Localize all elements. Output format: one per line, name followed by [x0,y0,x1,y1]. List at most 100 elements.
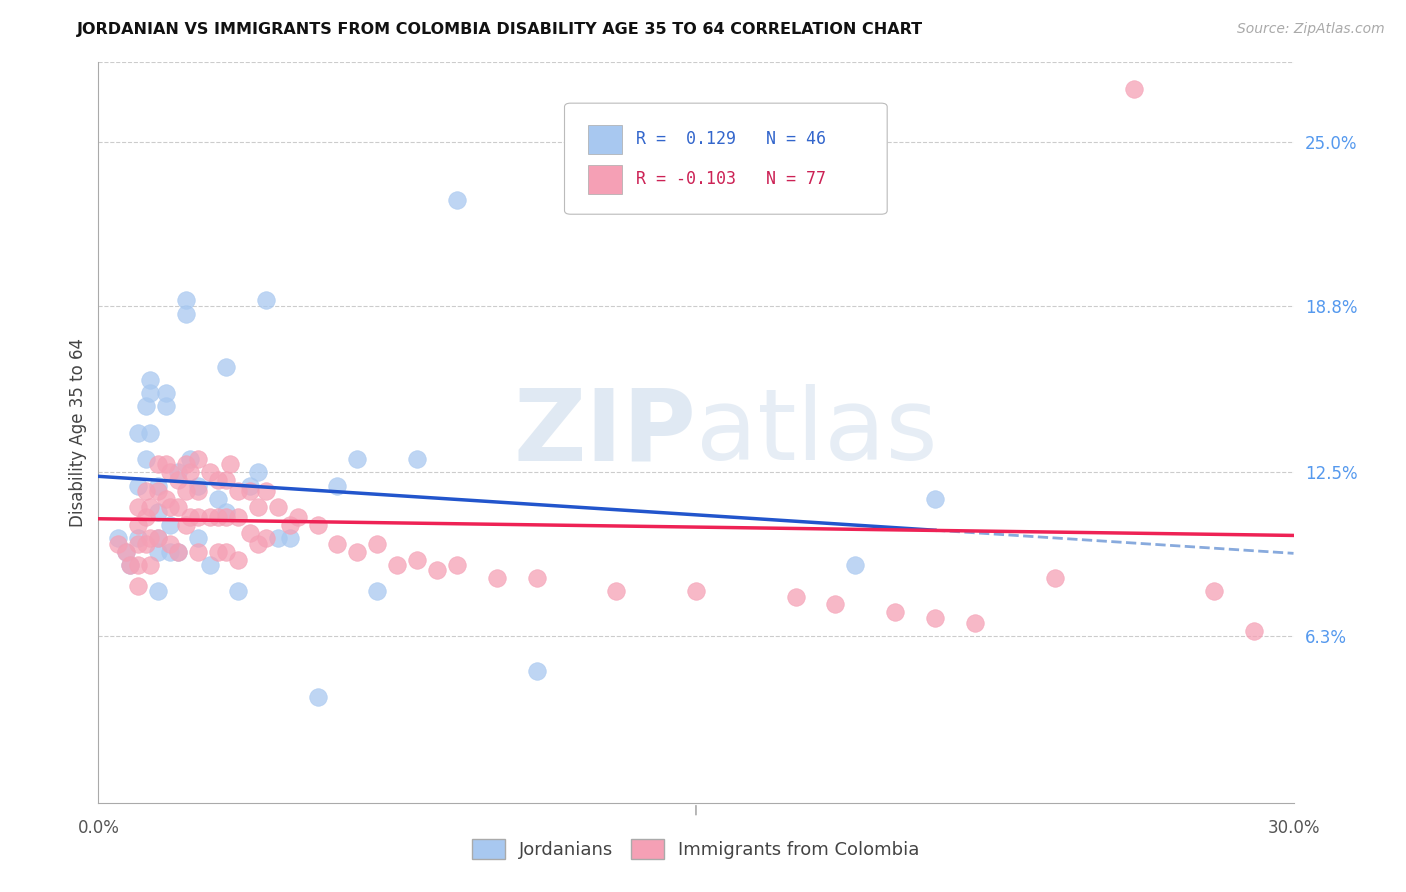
Point [198,510,221,524]
Point [155,458,177,472]
Point [135,399,157,413]
Point [254,532,277,546]
Point [159,544,181,558]
Point [246,536,269,550]
Point [187,544,209,558]
Point [127,558,149,572]
Point [127,500,149,514]
Point [219,458,242,472]
Legend: Jordanians, Immigrants from Colombia: Jordanians, Immigrants from Colombia [463,830,929,868]
Point [148,505,170,519]
Point [120,558,142,572]
Point [179,465,201,479]
Point [139,425,162,440]
Text: R =  0.129   N = 46: R = 0.129 N = 46 [637,130,827,148]
Point [167,500,190,514]
Text: JORDANIAN VS IMMIGRANTS FROM COLOMBIA DISABILITY AGE 35 TO 64 CORRELATION CHART: JORDANIAN VS IMMIGRANTS FROM COLOMBIA DI… [77,22,924,37]
Point [207,510,229,524]
Point [963,615,986,630]
Point [207,544,229,558]
Point [485,571,508,585]
Point [159,536,181,550]
Point [148,584,170,599]
Point [187,510,209,524]
Point [179,452,201,467]
Point [159,465,181,479]
Point [139,373,162,387]
Point [526,664,548,678]
Point [167,473,190,487]
Point [139,386,162,401]
Point [148,483,170,498]
Point [685,584,707,599]
Point [226,584,249,599]
Point [226,552,249,566]
Point [346,544,368,558]
Point [406,552,429,566]
Bar [589,125,621,154]
Point [426,563,449,577]
Point [724,161,747,176]
Text: ZIP: ZIP [513,384,696,481]
Point [187,483,209,498]
Text: R = -0.103   N = 77: R = -0.103 N = 77 [637,170,827,188]
Text: Source: ZipAtlas.com: Source: ZipAtlas.com [1237,22,1385,37]
Point [174,458,197,472]
Point [159,500,181,514]
Point [215,510,238,524]
Point [148,532,170,546]
Point [139,500,162,514]
Point [1123,82,1146,96]
Point [135,452,157,467]
Point [215,473,238,487]
Point [307,690,329,704]
Point [167,544,190,558]
Point [179,510,201,524]
Point [215,505,238,519]
Point [844,558,866,572]
FancyBboxPatch shape [565,103,887,214]
Point [155,399,177,413]
Point [226,510,249,524]
Point [254,483,277,498]
Point [155,491,177,506]
Point [924,610,946,624]
Point [115,544,138,558]
Point [139,558,162,572]
Point [198,558,221,572]
Bar [589,165,621,194]
Point [326,536,349,550]
Point [446,193,468,207]
Point [226,483,249,498]
Point [406,452,429,467]
Point [385,558,409,572]
Point [120,558,142,572]
Point [267,500,290,514]
Point [924,491,946,506]
Point [267,532,290,546]
Point [107,532,129,546]
Point [198,465,221,479]
Point [366,584,388,599]
Point [115,544,138,558]
Point [207,491,229,506]
Text: atlas: atlas [696,384,938,481]
Point [287,510,309,524]
Point [307,518,329,533]
Point [167,465,190,479]
Point [127,425,149,440]
Point [187,452,209,467]
Point [824,598,846,612]
Point [174,483,197,498]
Point [148,544,170,558]
Point [278,518,301,533]
Point [326,478,349,492]
Point [127,532,149,546]
Point [127,579,149,593]
Point [1243,624,1265,638]
Point [135,483,157,498]
Point [526,571,548,585]
Point [884,606,907,620]
Point [215,544,238,558]
Point [239,526,262,541]
